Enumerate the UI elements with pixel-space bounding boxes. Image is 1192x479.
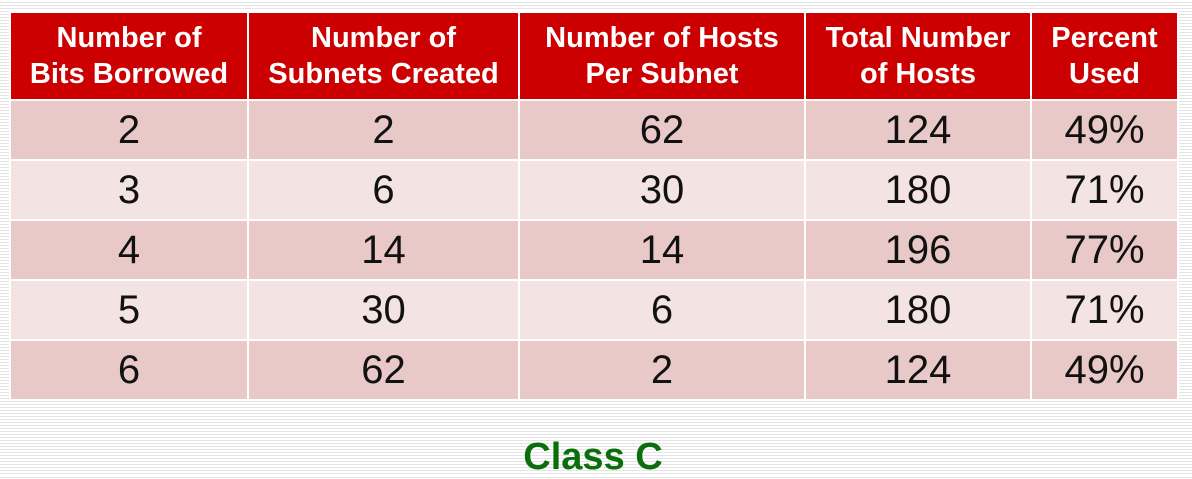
header-bits-borrowed: Number of Bits Borrowed (9, 11, 249, 101)
cell-percent-used: 77% (1030, 219, 1179, 281)
subnet-table: Number of Bits Borrowed Number of Subnets … (9, 11, 1179, 401)
header-line: Per Subnet (585, 58, 739, 90)
cell-subnets-created: 30 (247, 279, 520, 341)
header-line: Total Number (825, 22, 1011, 54)
cell-percent-used: 71% (1030, 279, 1179, 341)
cell-bits-borrowed: 5 (9, 279, 249, 341)
table-caption: Class C (523, 436, 663, 478)
cell-total-hosts: 180 (804, 279, 1032, 341)
cell-percent-used: 71% (1030, 159, 1179, 221)
header-line: Used (1069, 58, 1140, 90)
header-percent-used: Percent Used (1030, 11, 1179, 101)
cell-percent-used: 49% (1030, 339, 1179, 401)
table-row: 2 2 62 124 49% (9, 99, 1179, 161)
header-line: Number of (56, 22, 202, 54)
cell-percent-used: 49% (1030, 99, 1179, 161)
cell-subnets-created: 2 (247, 99, 520, 161)
cell-subnets-created: 62 (247, 339, 520, 401)
table-row: 3 6 30 180 71% (9, 159, 1179, 221)
header-line: of Hosts (860, 58, 976, 90)
cell-hosts-per-subnet: 62 (518, 99, 806, 161)
cell-hosts-per-subnet: 6 (518, 279, 806, 341)
header-line: Bits Borrowed (29, 58, 229, 90)
header-line: Number of Hosts (545, 22, 779, 54)
header-line: Number of (311, 22, 456, 54)
cell-hosts-per-subnet: 14 (518, 219, 806, 281)
header-total-hosts: Total Number of Hosts (804, 11, 1032, 101)
cell-subnets-created: 6 (247, 159, 520, 221)
cell-bits-borrowed: 4 (9, 219, 249, 281)
header-line: Percent (1051, 22, 1158, 54)
cell-bits-borrowed: 6 (9, 339, 249, 401)
subnet-table-container: Number of Bits Borrowed Number of Subnets … (9, 11, 1179, 478)
cell-bits-borrowed: 2 (9, 99, 249, 161)
header-line: Subnets Created (268, 58, 499, 90)
header-hosts-per-subnet: Number of Hosts Per Subnet (518, 11, 806, 101)
table-row: 6 62 2 124 49% (9, 339, 1179, 401)
cell-total-hosts: 124 (804, 339, 1032, 401)
cell-total-hosts: 124 (804, 99, 1032, 161)
header-subnets-created: Number of Subnets Created (247, 11, 520, 101)
table-row: 4 14 14 196 77% (9, 219, 1179, 281)
table-header-row: Number of Bits Borrowed Number of Subnets … (9, 11, 1179, 101)
cell-hosts-per-subnet: 2 (518, 339, 806, 401)
cell-total-hosts: 180 (804, 159, 1032, 221)
cell-bits-borrowed: 3 (9, 159, 249, 221)
cell-hosts-per-subnet: 30 (518, 159, 806, 221)
cell-subnets-created: 14 (247, 219, 520, 281)
cell-total-hosts: 196 (804, 219, 1032, 281)
table-row: 5 30 6 180 71% (9, 279, 1179, 341)
